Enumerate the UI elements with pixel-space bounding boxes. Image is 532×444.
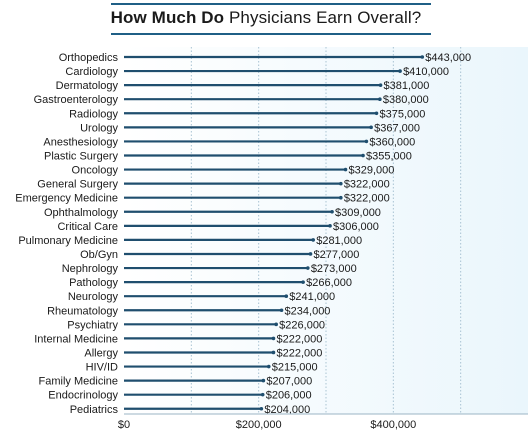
bar-end-dot — [266, 364, 271, 369]
bar-end-dot — [420, 55, 425, 59]
chart-title-bold: How Much Do — [110, 8, 225, 27]
bar-end-dot — [301, 280, 305, 284]
category-label: Cardiology — [65, 66, 118, 78]
value-label: $322,000 — [344, 193, 390, 205]
bar-end-dot — [306, 266, 310, 270]
category-label: Pathology — [69, 277, 118, 289]
category-label: Family Medicine — [39, 376, 118, 388]
category-label: Ophthalmology — [44, 207, 118, 219]
bar-end-dot — [261, 378, 266, 383]
value-label: $375,000 — [380, 108, 426, 120]
title-bottom-rule — [111, 33, 431, 35]
chart-title-rest: Physicians Earn Overall? — [228, 8, 422, 27]
category-label: Ob/Gyn — [80, 249, 118, 261]
value-label: $234,000 — [285, 305, 331, 317]
bar-end-dot — [284, 294, 289, 298]
bar-end-dot — [364, 139, 369, 144]
title-top-rule — [111, 3, 431, 5]
value-label: $380,000 — [383, 94, 429, 106]
value-label: $355,000 — [366, 150, 412, 162]
category-label: Anesthesiology — [43, 136, 118, 148]
value-label: $367,000 — [374, 122, 420, 134]
bar-end-dot — [339, 181, 343, 186]
value-label: $443,000 — [425, 52, 471, 64]
category-label: Endocrinology — [48, 390, 118, 402]
category-label: Rheumatology — [47, 305, 118, 317]
category-label: Oncology — [72, 165, 119, 177]
value-label: $266,000 — [306, 277, 352, 289]
category-label: General Surgery — [37, 179, 118, 191]
bar-end-dot — [339, 195, 343, 200]
bar-end-dot — [398, 69, 402, 73]
value-label: $281,000 — [316, 235, 362, 247]
bar-end-dot — [374, 111, 379, 116]
value-label: $206,000 — [266, 390, 312, 402]
bar-end-dot — [378, 97, 382, 102]
value-label: $322,000 — [344, 179, 390, 191]
category-label: Nephrology — [62, 263, 119, 275]
value-label: $306,000 — [333, 221, 379, 233]
category-label: Allergy — [84, 347, 118, 359]
bar-end-dot — [361, 153, 365, 158]
category-label: Emergency Medicine — [15, 193, 118, 205]
category-label: Pulmonary Medicine — [18, 235, 118, 247]
value-label: $204,000 — [264, 404, 310, 416]
category-label: Neurology — [68, 291, 119, 303]
category-label: Critical Care — [57, 221, 118, 233]
category-label: Dermatology — [56, 80, 119, 92]
value-label: $226,000 — [279, 319, 325, 331]
x-tick-label: $400,000 — [370, 419, 416, 431]
bar-end-dot — [311, 238, 316, 242]
category-label: Psychiatry — [67, 319, 118, 331]
category-label: Orthopedics — [59, 52, 119, 64]
bar-end-dot — [328, 224, 332, 228]
bar-end-dot — [271, 336, 276, 341]
bar-end-dot — [271, 350, 276, 355]
category-label: Gastroenterology — [34, 94, 119, 106]
chart-title: How Much Do Physicians Earn Overall? — [0, 8, 532, 28]
category-label: Pediatrics — [70, 404, 119, 416]
category-label: Plastic Surgery — [44, 150, 118, 162]
value-label: $273,000 — [311, 263, 357, 275]
x-tick-label: $200,000 — [236, 419, 282, 431]
bar-end-dot — [343, 167, 348, 172]
value-label: $241,000 — [289, 291, 335, 303]
bar-end-dot — [378, 83, 383, 87]
value-label: $309,000 — [335, 207, 381, 219]
value-label: $277,000 — [314, 249, 360, 261]
category-label: Internal Medicine — [34, 333, 118, 345]
bar-end-dot — [259, 406, 264, 411]
bar-end-dot — [330, 209, 334, 214]
value-label: $360,000 — [369, 136, 415, 148]
value-label: $381,000 — [384, 80, 430, 92]
bar-end-dot — [279, 308, 284, 313]
value-label: $329,000 — [349, 165, 395, 177]
value-label: $215,000 — [272, 362, 318, 374]
category-label: Radiology — [69, 108, 118, 120]
bar-end-dot — [308, 252, 313, 256]
value-label: $410,000 — [403, 66, 449, 78]
x-tick-label: $0 — [118, 419, 130, 431]
bar-end-dot — [260, 392, 265, 397]
value-label: $222,000 — [276, 347, 322, 359]
category-label: HIV/ID — [86, 362, 118, 374]
bar-end-dot — [369, 125, 373, 130]
bar-end-dot — [274, 322, 278, 327]
value-label: $207,000 — [266, 376, 312, 388]
category-label: Urology — [80, 122, 118, 134]
value-label: $222,000 — [276, 333, 322, 345]
